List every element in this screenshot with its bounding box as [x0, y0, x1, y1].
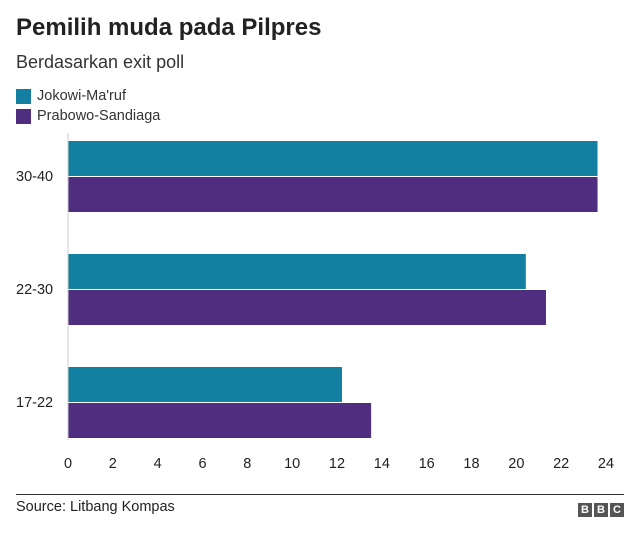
bbc-logo-block: C	[610, 503, 624, 517]
x-tick-label: 20	[508, 456, 524, 472]
legend-swatch-prabowo	[16, 108, 31, 124]
bbc-logo-block: B	[594, 503, 608, 517]
source-note: Source: Litbang Kompas	[16, 499, 175, 515]
bar-prabowo-30-40	[68, 177, 598, 212]
bbc-logo-block: B	[578, 503, 592, 517]
legend: Jokowi-Ma'ruf Prabowo-Sandiaga	[16, 86, 160, 126]
y-tick-label: 17-22	[16, 395, 53, 411]
chart-subtitle: Berdasarkan exit poll	[16, 52, 185, 72]
x-tick-label: 16	[419, 456, 435, 472]
x-tick-label: 0	[64, 456, 72, 472]
x-tick-label: 14	[374, 456, 390, 472]
x-tick-label: 2	[109, 456, 117, 472]
legend-swatch-jokowi	[16, 88, 31, 104]
legend-label-jokowi: Jokowi-Ma'ruf	[37, 88, 126, 104]
bbc-logo: B B C	[578, 503, 624, 517]
y-tick-label: 22-30	[16, 282, 53, 298]
x-tick-label: 6	[198, 456, 206, 472]
y-tick-label: 30-40	[16, 169, 53, 185]
x-tick-label: 18	[463, 456, 479, 472]
x-tick-label: 12	[329, 456, 345, 472]
chart-title: Pemilih muda pada Pilpres	[16, 14, 322, 41]
x-tick-label: 22	[553, 456, 569, 472]
bar-jokowi-30-40	[68, 141, 598, 176]
bar-prabowo-17-22	[68, 403, 372, 438]
x-tick-label: 24	[598, 456, 614, 472]
x-tick-label: 8	[243, 456, 251, 472]
x-tick-label: 4	[154, 456, 162, 472]
legend-label-prabowo: Prabowo-Sandiaga	[37, 108, 161, 124]
bar-prabowo-22-30	[68, 290, 546, 325]
legend-item-prabowo: Prabowo-Sandiaga	[16, 106, 160, 126]
footer-divider	[16, 494, 624, 495]
bar-jokowi-17-22	[68, 367, 342, 402]
legend-item-jokowi: Jokowi-Ma'ruf	[16, 86, 160, 106]
x-tick-label: 10	[284, 456, 300, 472]
bar-jokowi-22-30	[68, 254, 526, 289]
